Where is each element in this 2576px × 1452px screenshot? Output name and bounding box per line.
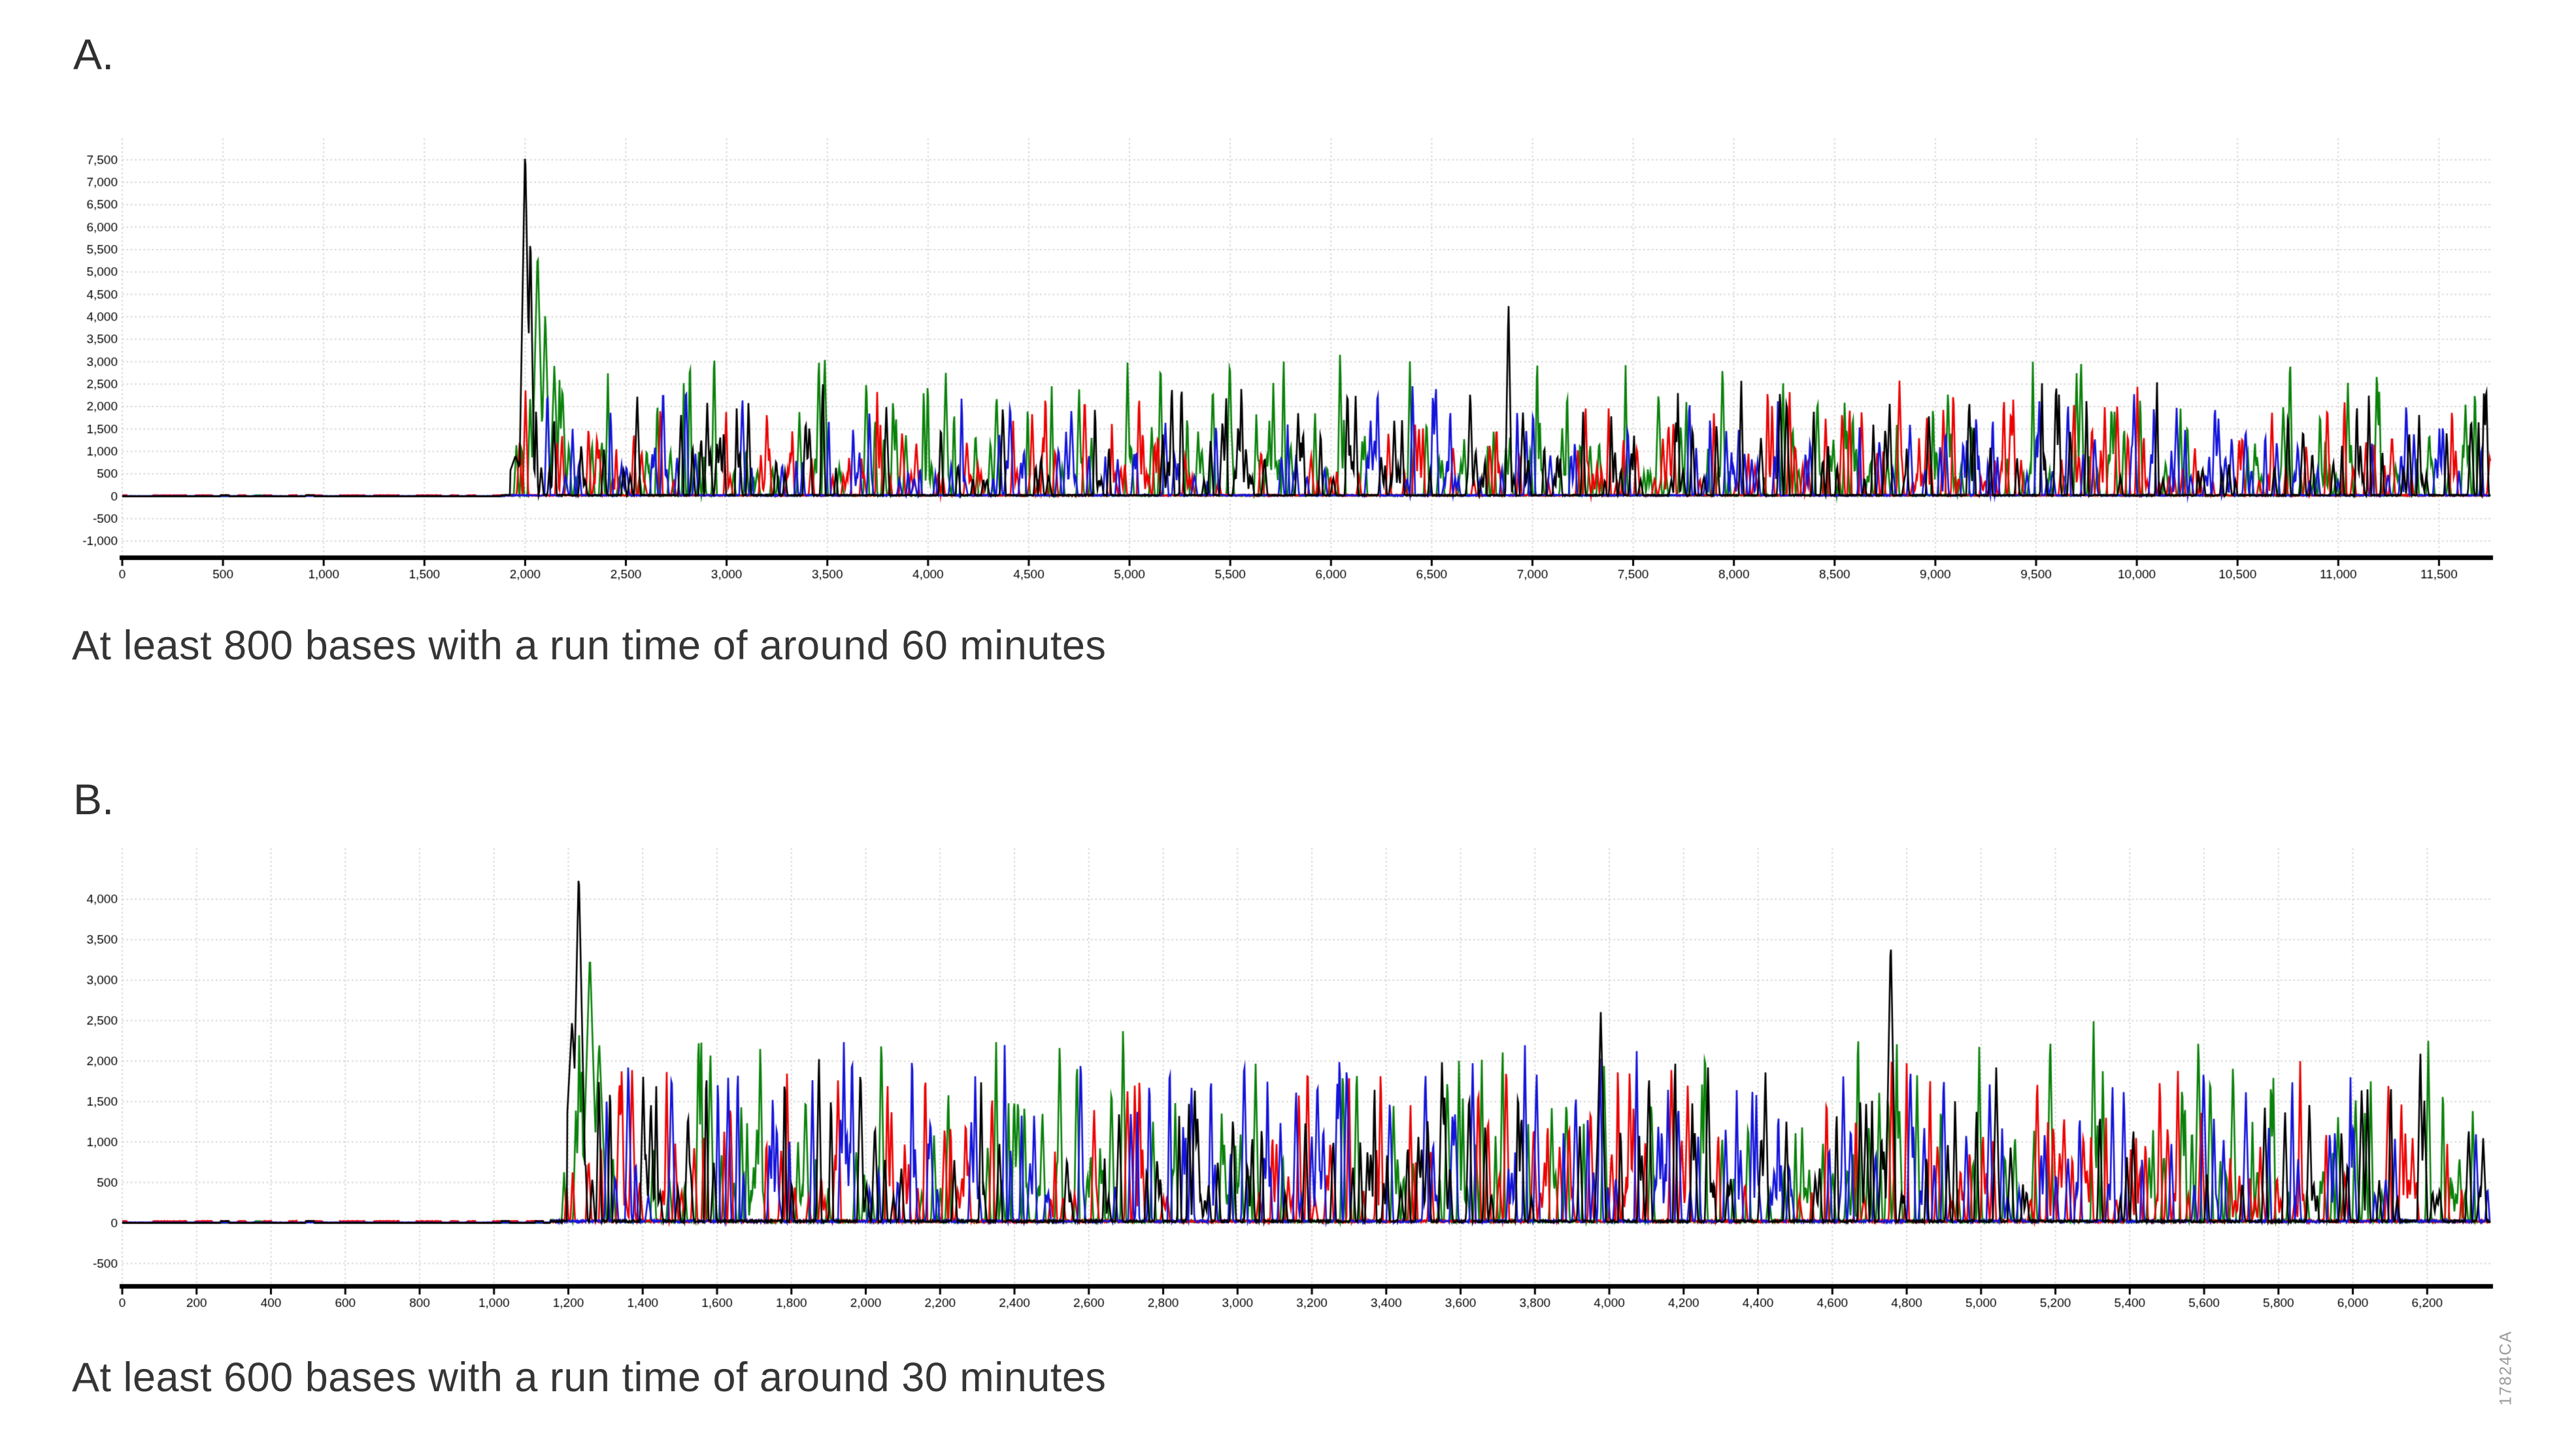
panel-a-caption: At least 800 bases with a run time of ar… <box>72 623 1107 668</box>
figure-code: 17824CA <box>2496 1330 2515 1406</box>
panel-a-label: A. <box>73 30 114 78</box>
panel-b-caption: At least 600 bases with a run time of ar… <box>72 1355 1107 1400</box>
panel-b-label: B. <box>73 775 114 823</box>
